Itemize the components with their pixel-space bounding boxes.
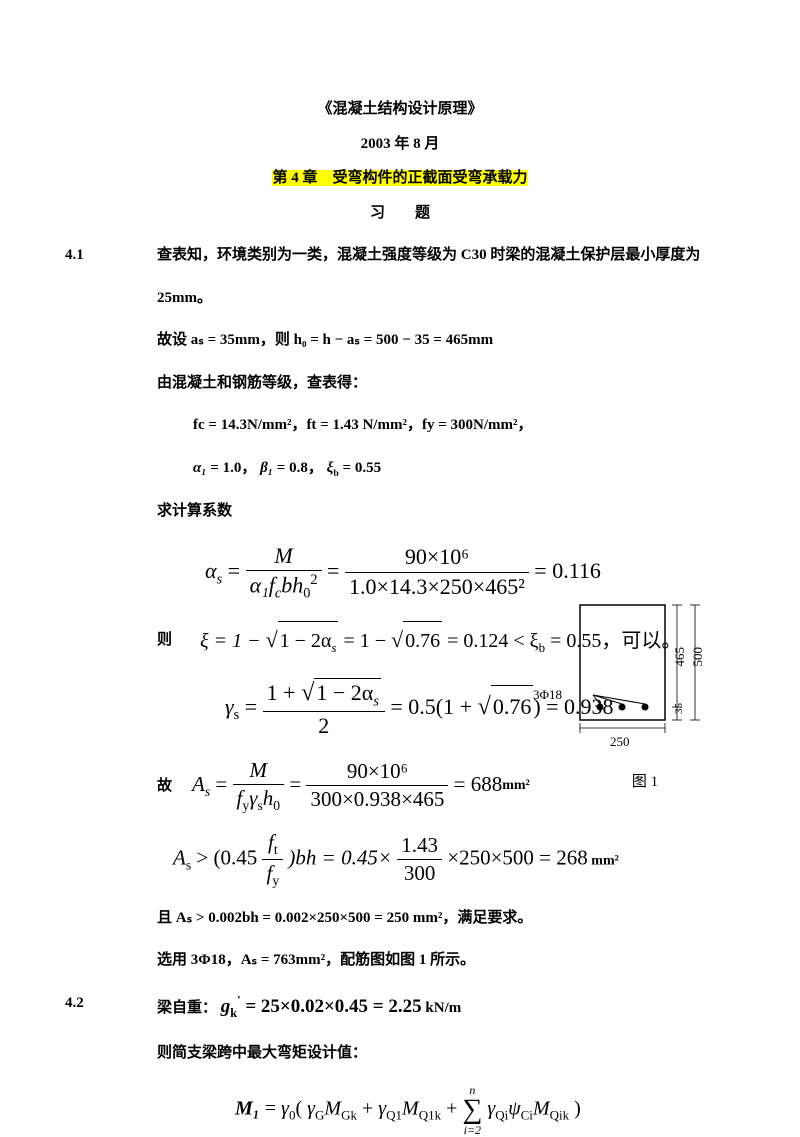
section-4-1: 4.1 bbox=[65, 241, 157, 270]
p41-select: 选用 3Φ18，Aₛ = 763mm²，配筋图如图 1 所示。 bbox=[157, 946, 735, 975]
calc-label: 求计算系数 bbox=[157, 497, 735, 526]
chapter-highlight: 第 4 章 受弯构件的正截面受弯承载力 bbox=[272, 170, 527, 186]
section-4-2: 4.2 bbox=[65, 989, 157, 1018]
fig-bar-label: 3Φ18 bbox=[533, 683, 562, 708]
beam-section-svg bbox=[565, 595, 725, 755]
date: 2003 年 8 月 bbox=[65, 130, 735, 159]
chapter-title: 第 4 章 受弯构件的正截面受弯承载力 bbox=[65, 164, 735, 193]
fig-h3: 35 bbox=[669, 703, 690, 714]
p41-line3: 由混凝土和钢筋等级，查表得： bbox=[157, 369, 735, 398]
formula-M1: M₁ = γ0( γGMGk + γQ1MQ1k + n∑i=2 γQiψCiM… bbox=[235, 1084, 735, 1136]
figure-1: 3Φ18 250 465 500 35 图 1 bbox=[565, 595, 725, 796]
p41-text1a: 查表知，环境类别为一类，混凝土强度等级为 C30 时梁的混凝土保护层最小厚度为 bbox=[157, 247, 700, 263]
p41-line4: fc = 14.3N/mm²，ft = 1.43 N/mm²，fy = 300N… bbox=[193, 411, 735, 440]
p42-line1: 4.2梁自重： gk' = 25×0.02×0.45 = 2.25 kN/m bbox=[65, 989, 735, 1025]
formula-As-min1: As > (0.45 ftfy )bh = 0.45× 1.43300 ×250… bbox=[173, 829, 735, 890]
fig-width: 250 bbox=[610, 730, 630, 755]
p42-line2: 则简支梁跨中最大弯矩设计值： bbox=[157, 1039, 735, 1068]
p41-line1b: 25mm。 bbox=[157, 284, 735, 313]
p41-line1: 4.1查表知，环境类别为一类，混凝土强度等级为 C30 时梁的混凝土保护层最小厚… bbox=[65, 241, 735, 270]
p41-line2: 故设 aₛ = 35mm，则 h₀ = h − aₛ = 500 − 35 = … bbox=[157, 326, 735, 355]
p41-min2: 且 Aₛ > 0.002bh = 0.002×250×500 = 250 mm²… bbox=[157, 904, 735, 933]
book-title: 《混凝土结构设计原理》 bbox=[65, 95, 735, 124]
p41-line5: α₁ = 1.0， β₁ = 0.8， ξb = 0.55 bbox=[193, 454, 735, 484]
subtitle: 习 题 bbox=[65, 199, 735, 228]
fig-h2: 500 bbox=[686, 647, 711, 667]
fig-caption: 图 1 bbox=[565, 768, 725, 797]
